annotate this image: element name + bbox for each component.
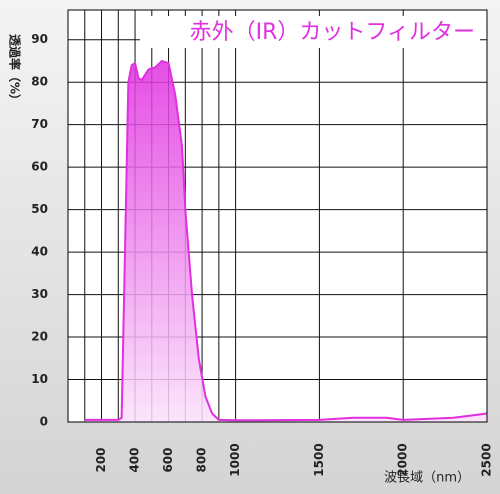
title-background	[140, 16, 480, 48]
y-tick-label: 20	[31, 330, 48, 344]
x-tick-label: 2500	[480, 443, 494, 476]
x-axis-label: 波長域（nm）	[384, 471, 470, 486]
chart-title: 赤外（IR）カットフィルター	[190, 20, 475, 45]
y-tick-label: 40	[31, 245, 48, 259]
y-tick-label: 50	[31, 202, 48, 216]
x-tick-label: 1500	[312, 443, 326, 476]
y-tick-label: 70	[31, 117, 48, 131]
x-tick-label: 2000	[396, 443, 410, 476]
y-tick-label: 80	[31, 75, 48, 89]
x-tick-label: 600	[161, 447, 175, 472]
y-tick-label: 0	[40, 415, 48, 429]
x-tick-label: 400	[128, 447, 142, 472]
x-tick-label: 800	[195, 447, 209, 472]
area-fill	[84, 60, 487, 423]
axis-frame	[67, 9, 488, 423]
y-tick-label: 90	[31, 32, 48, 46]
y-axis-label: 透過率（%）	[8, 34, 23, 106]
y-tick-label: 10	[31, 372, 48, 386]
x-tick-label: 1000	[228, 443, 242, 476]
x-tick-label: 200	[94, 447, 108, 472]
y-tick-label: 30	[31, 287, 48, 301]
y-tick-label: 60	[31, 160, 48, 174]
line	[84, 59, 488, 422]
